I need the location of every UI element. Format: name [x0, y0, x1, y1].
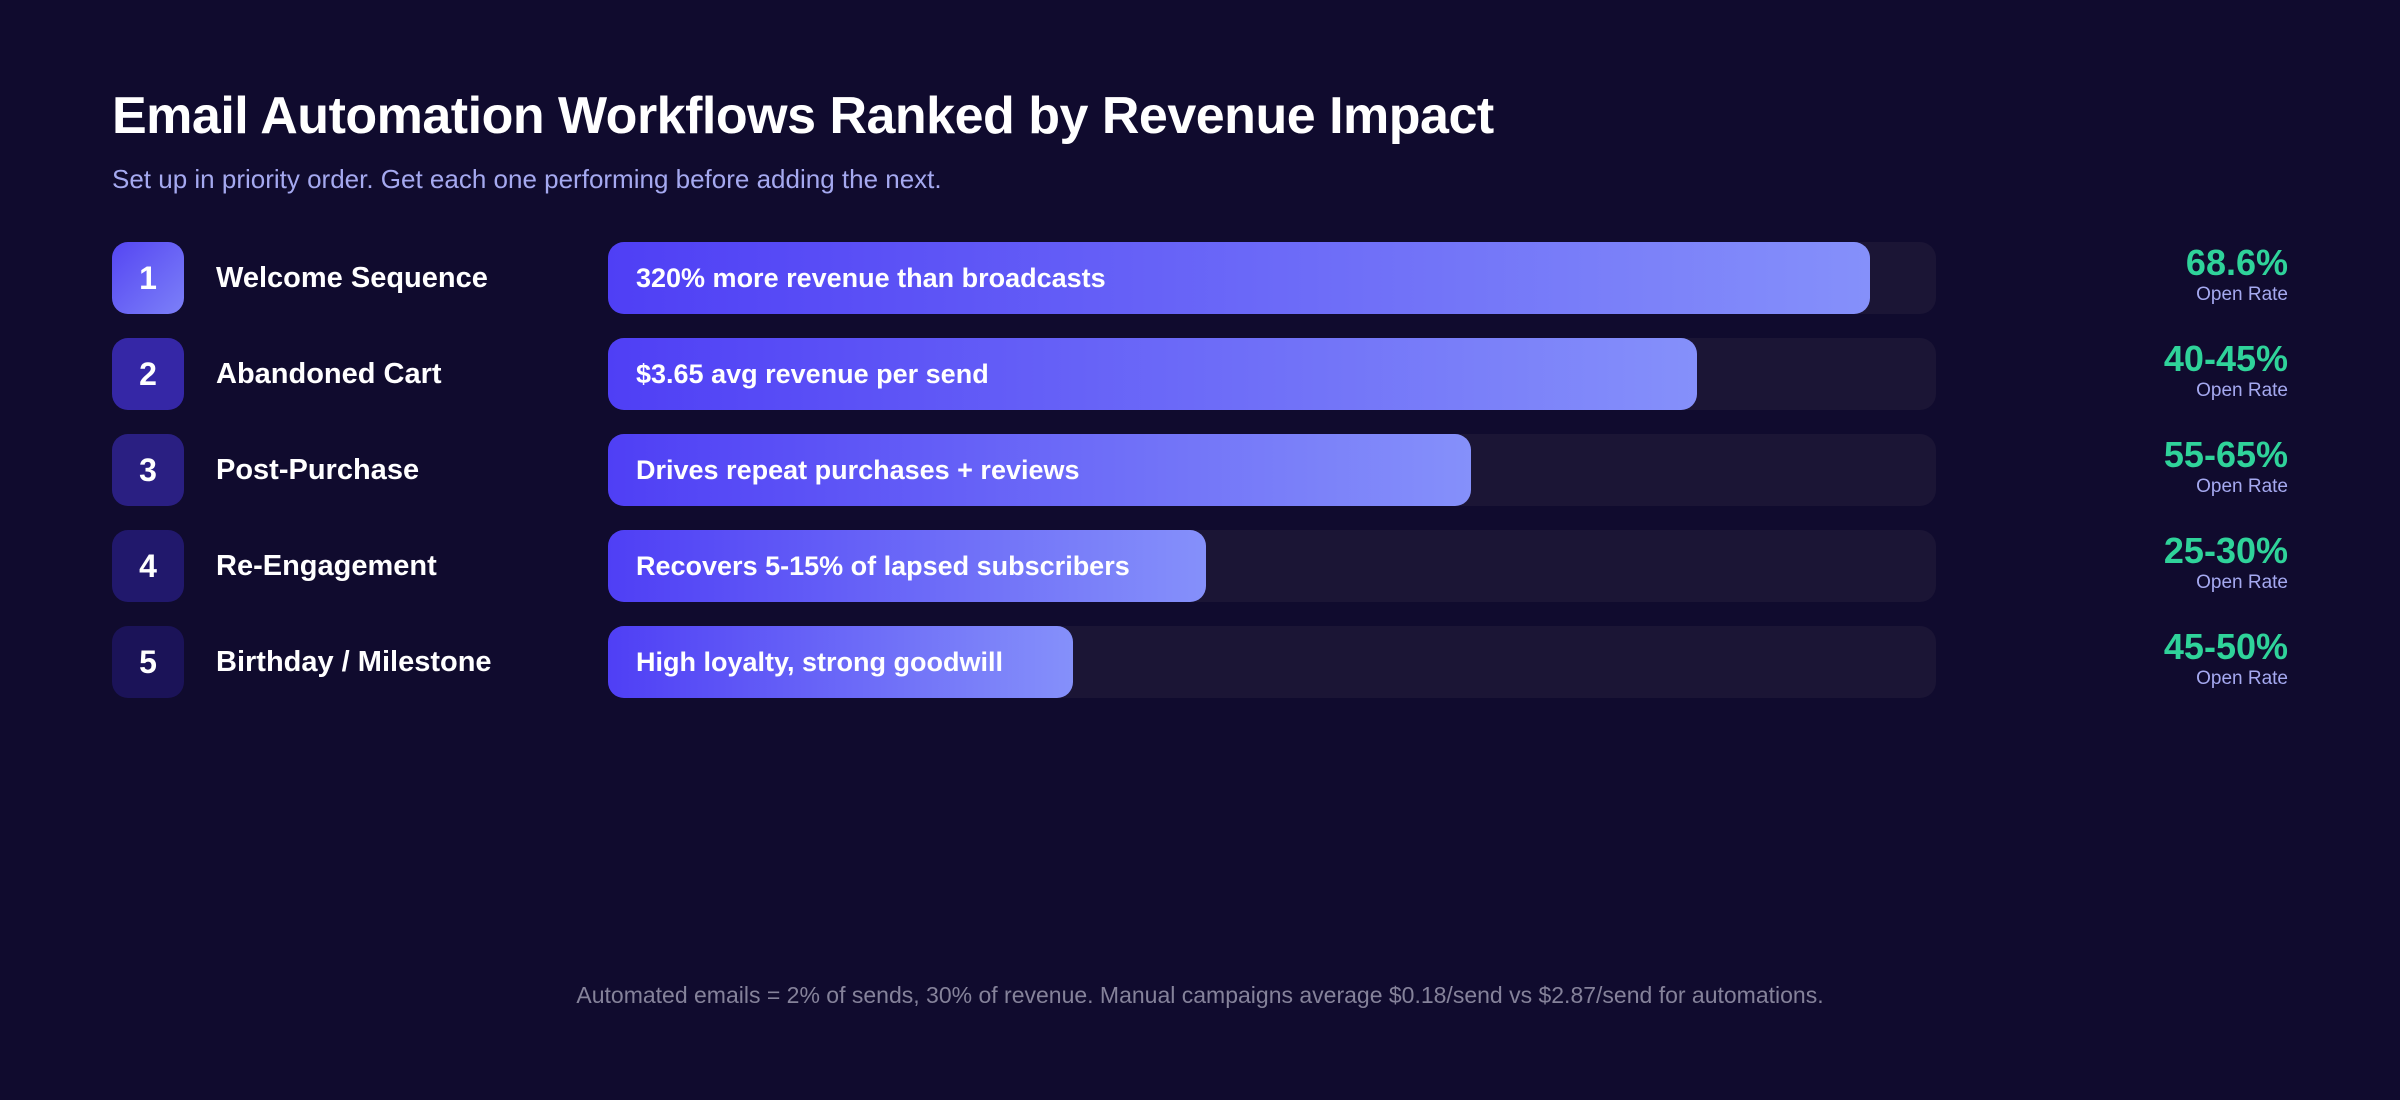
workflow-row: 2 Abandoned Cart $3.65 avg revenue per sen… [112, 338, 2288, 410]
bar-track: 320% more revenue than broadcasts [608, 242, 1936, 314]
open-rate: 68.6% Open Rate [2186, 242, 2288, 306]
rank-badge: 2 [112, 338, 184, 410]
bar-label: High loyalty, strong goodwill [636, 647, 1003, 677]
workflow-row: 4 Re-Engagement Recovers 5-15% of lapsed s… [112, 530, 2288, 602]
bar-fill [608, 242, 1870, 314]
bar-label: 320% more revenue than broadcasts [636, 263, 1106, 293]
bar-track: $3.65 avg revenue per send [608, 338, 1936, 410]
bar-label: $3.65 avg revenue per send [636, 359, 989, 389]
workflow-row: 1 Welcome Sequence 320% more revenue than … [112, 242, 2288, 314]
bar-track: High loyalty, strong goodwill [608, 626, 1936, 698]
open-rate-value: 55-65% [2163, 434, 2288, 475]
open-rate: 25-30% Open Rate [2164, 530, 2288, 594]
open-rate-value: 25-30% [2163, 530, 2288, 571]
open-rate-value: 40-45% [2163, 338, 2288, 379]
bar-fill [608, 626, 1073, 698]
bar-fill [608, 530, 1206, 602]
rank-badge: 4 [112, 530, 184, 602]
bar-fill [608, 338, 1697, 410]
open-rate-value: 45-50% [2163, 626, 2288, 667]
rank-badge: 5 [112, 626, 184, 698]
bar-track: Drives repeat purchases + reviews [608, 434, 1936, 506]
open-rate: 45-50% Open Rate [2164, 626, 2288, 690]
workflow-name: Welcome Sequence [216, 262, 488, 294]
open-rate-label: Open Rate [2196, 380, 2288, 401]
workflow-name: Abandoned Cart [216, 358, 442, 390]
footer-note: Automated emails = 2% of sends, 30% of r… [576, 982, 1824, 1008]
open-rate: 40-45% Open Rate [2164, 338, 2288, 402]
open-rate-label: Open Rate [2196, 284, 2288, 305]
bar-fill [608, 434, 1472, 506]
workflow-name: Post-Purchase [216, 454, 420, 486]
page-title: Email Automation Workflows Ranked by Rev… [112, 87, 1494, 145]
workflow-row: 3 Post-Purchase Drives repeat purchases + … [112, 434, 2288, 506]
open-rate-label: Open Rate [2196, 668, 2288, 689]
open-rate-label: Open Rate [2196, 572, 2288, 593]
page-subtitle: Set up in priority order. Get each one p… [112, 164, 942, 194]
open-rate-label: Open Rate [2196, 476, 2288, 497]
bar-track: Recovers 5-15% of lapsed subscribers [608, 530, 1936, 602]
workflow-name: Re-Engagement [216, 550, 437, 582]
rank-badge: 1 [112, 242, 184, 314]
open-rate-value: 68.6% [2185, 242, 2288, 283]
workflow-name: Birthday / Milestone [216, 646, 492, 678]
bar-label: Recovers 5-15% of lapsed subscribers [636, 551, 1130, 581]
bar-label: Drives repeat purchases + reviews [636, 455, 1080, 485]
open-rate: 55-65% Open Rate [2164, 434, 2288, 498]
rank-badge: 3 [112, 434, 184, 506]
workflow-row: 5 Birthday / Milestone High loyalty, stron… [112, 626, 2288, 698]
